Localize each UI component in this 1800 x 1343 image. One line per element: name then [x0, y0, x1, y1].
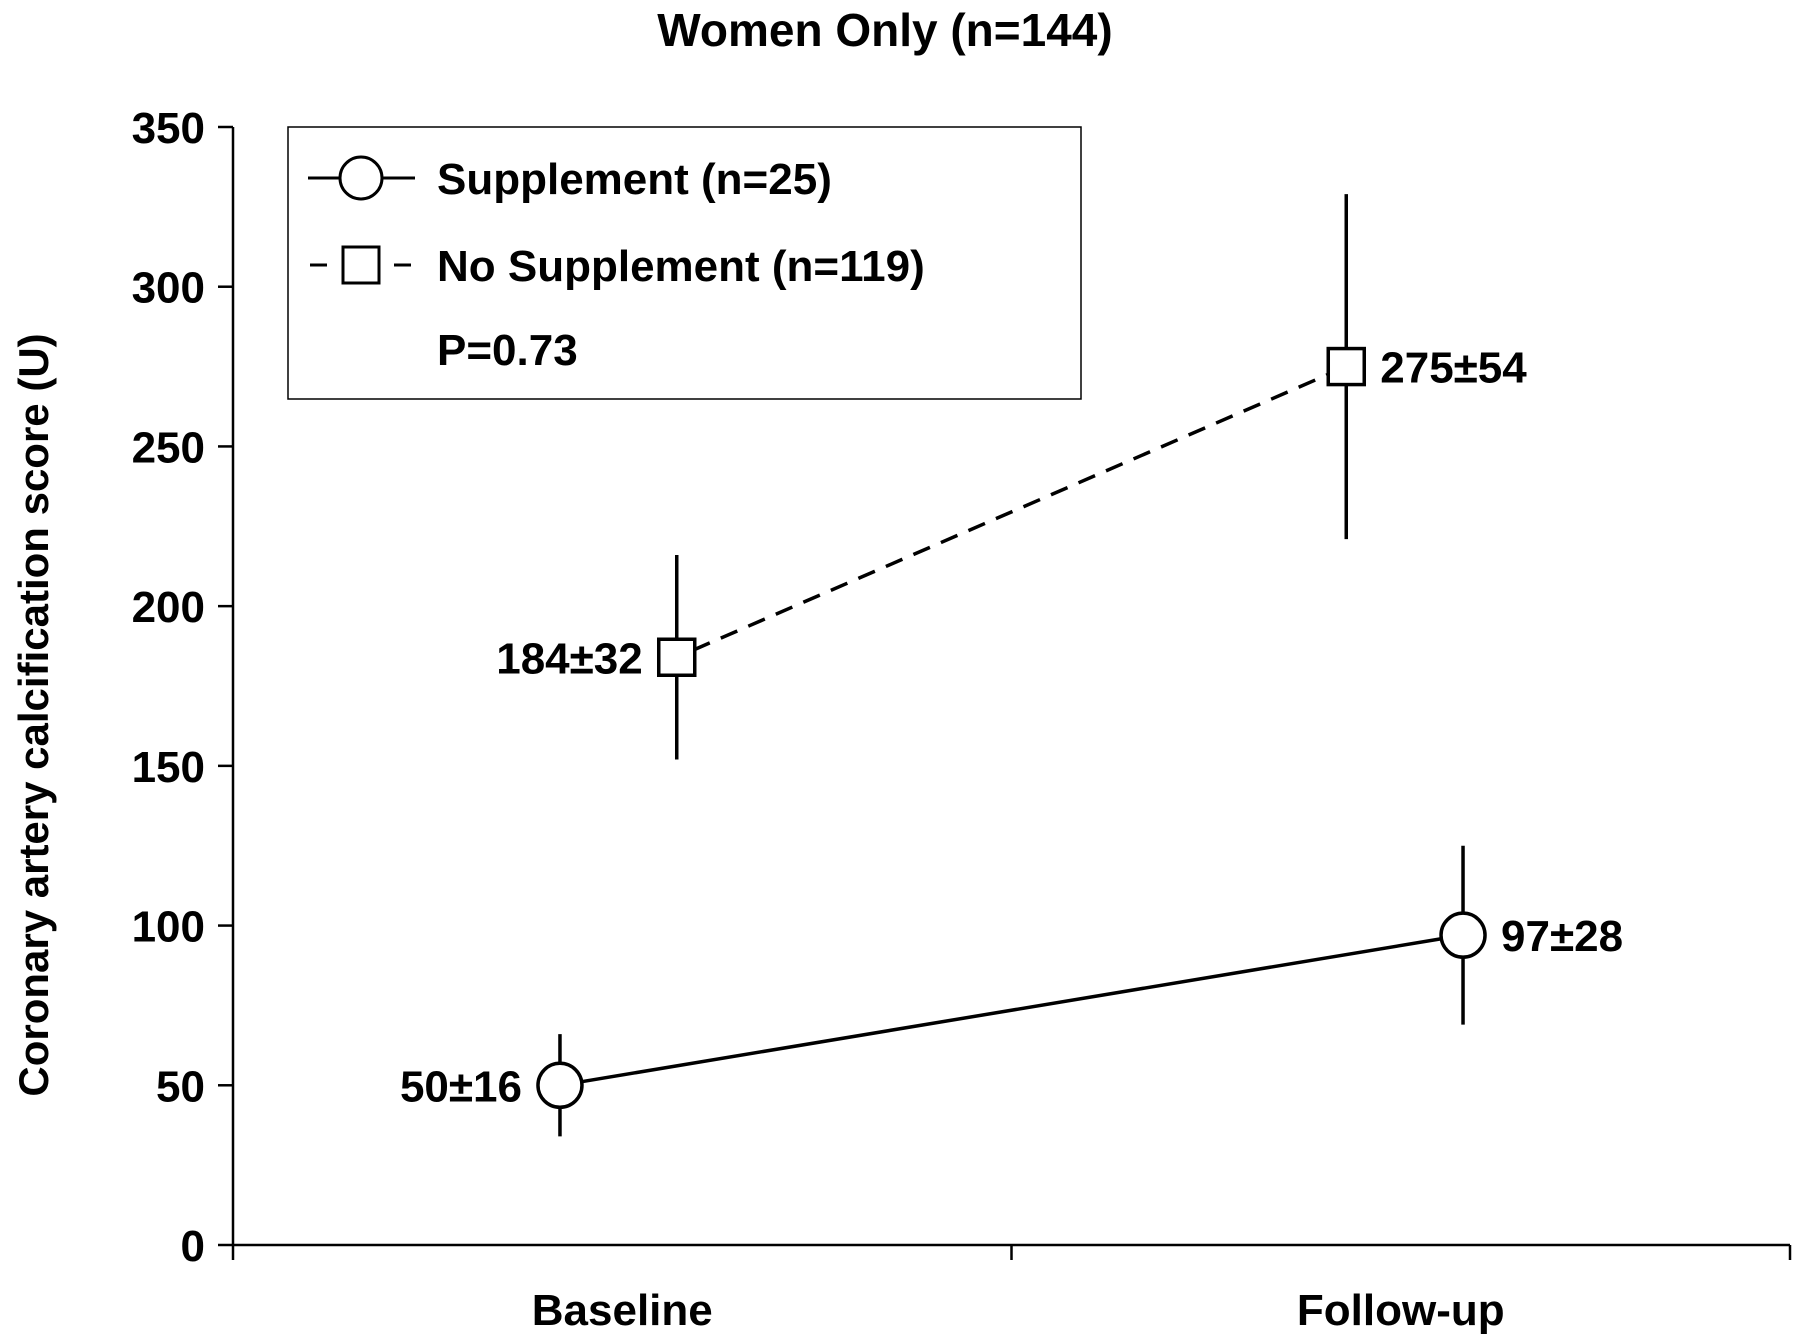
legend-marker-circle-icon — [338, 155, 384, 201]
y-axis-label: Coronary artery calcification score (U) — [10, 333, 57, 1096]
data-point-circle — [1439, 911, 1487, 959]
y-tick-label: 350 — [132, 104, 205, 153]
series-line — [581, 937, 1442, 1084]
chart-title: Women Only (n=144) — [657, 4, 1112, 56]
y-tick-label: 0 — [181, 1222, 205, 1271]
y-ticks: 0 50 100 150 200 250 300 350 — [132, 104, 233, 1271]
y-tick-label: 250 — [132, 423, 205, 472]
legend-label-no-supplement: No Supplement (n=119) — [437, 242, 925, 291]
y-tick-label: 50 — [156, 1062, 205, 1111]
y-axis-label-group: Coronary artery calcification score (U) — [10, 333, 57, 1096]
series-line — [692, 372, 1331, 652]
legend-label-supplement: Supplement (n=25) — [437, 155, 832, 204]
data-point-circle — [536, 1061, 584, 1110]
data-point-square — [656, 637, 697, 678]
data-label: 50±16 — [400, 1062, 522, 1111]
x-ticks: Baseline Follow-up — [231, 1245, 1792, 1335]
x-category-label: Follow-up — [1297, 1286, 1505, 1335]
x-category-label: Baseline — [532, 1286, 713, 1335]
y-tick-label: 150 — [132, 743, 205, 792]
legend-item-no-supplement: No Supplement (n=119) — [310, 242, 925, 291]
series-layer: 50±16 97±28 184±32 275±54 — [400, 194, 1623, 1137]
legend-item-supplement: Supplement (n=25) — [308, 155, 832, 204]
y-tick-label: 200 — [132, 583, 205, 632]
legend: Supplement (n=25) No Supplement (n=119) … — [287, 126, 1082, 400]
data-point-square — [1326, 346, 1367, 387]
y-tick-label: 300 — [132, 264, 205, 313]
p-value-annotation: P=0.73 — [437, 326, 578, 375]
data-label: 275±54 — [1380, 344, 1527, 393]
data-label: 97±28 — [1501, 912, 1623, 961]
data-label: 184±32 — [496, 634, 643, 683]
legend-marker-square-icon — [341, 245, 381, 285]
legend-box — [287, 126, 1082, 400]
y-tick-label: 100 — [132, 903, 205, 952]
